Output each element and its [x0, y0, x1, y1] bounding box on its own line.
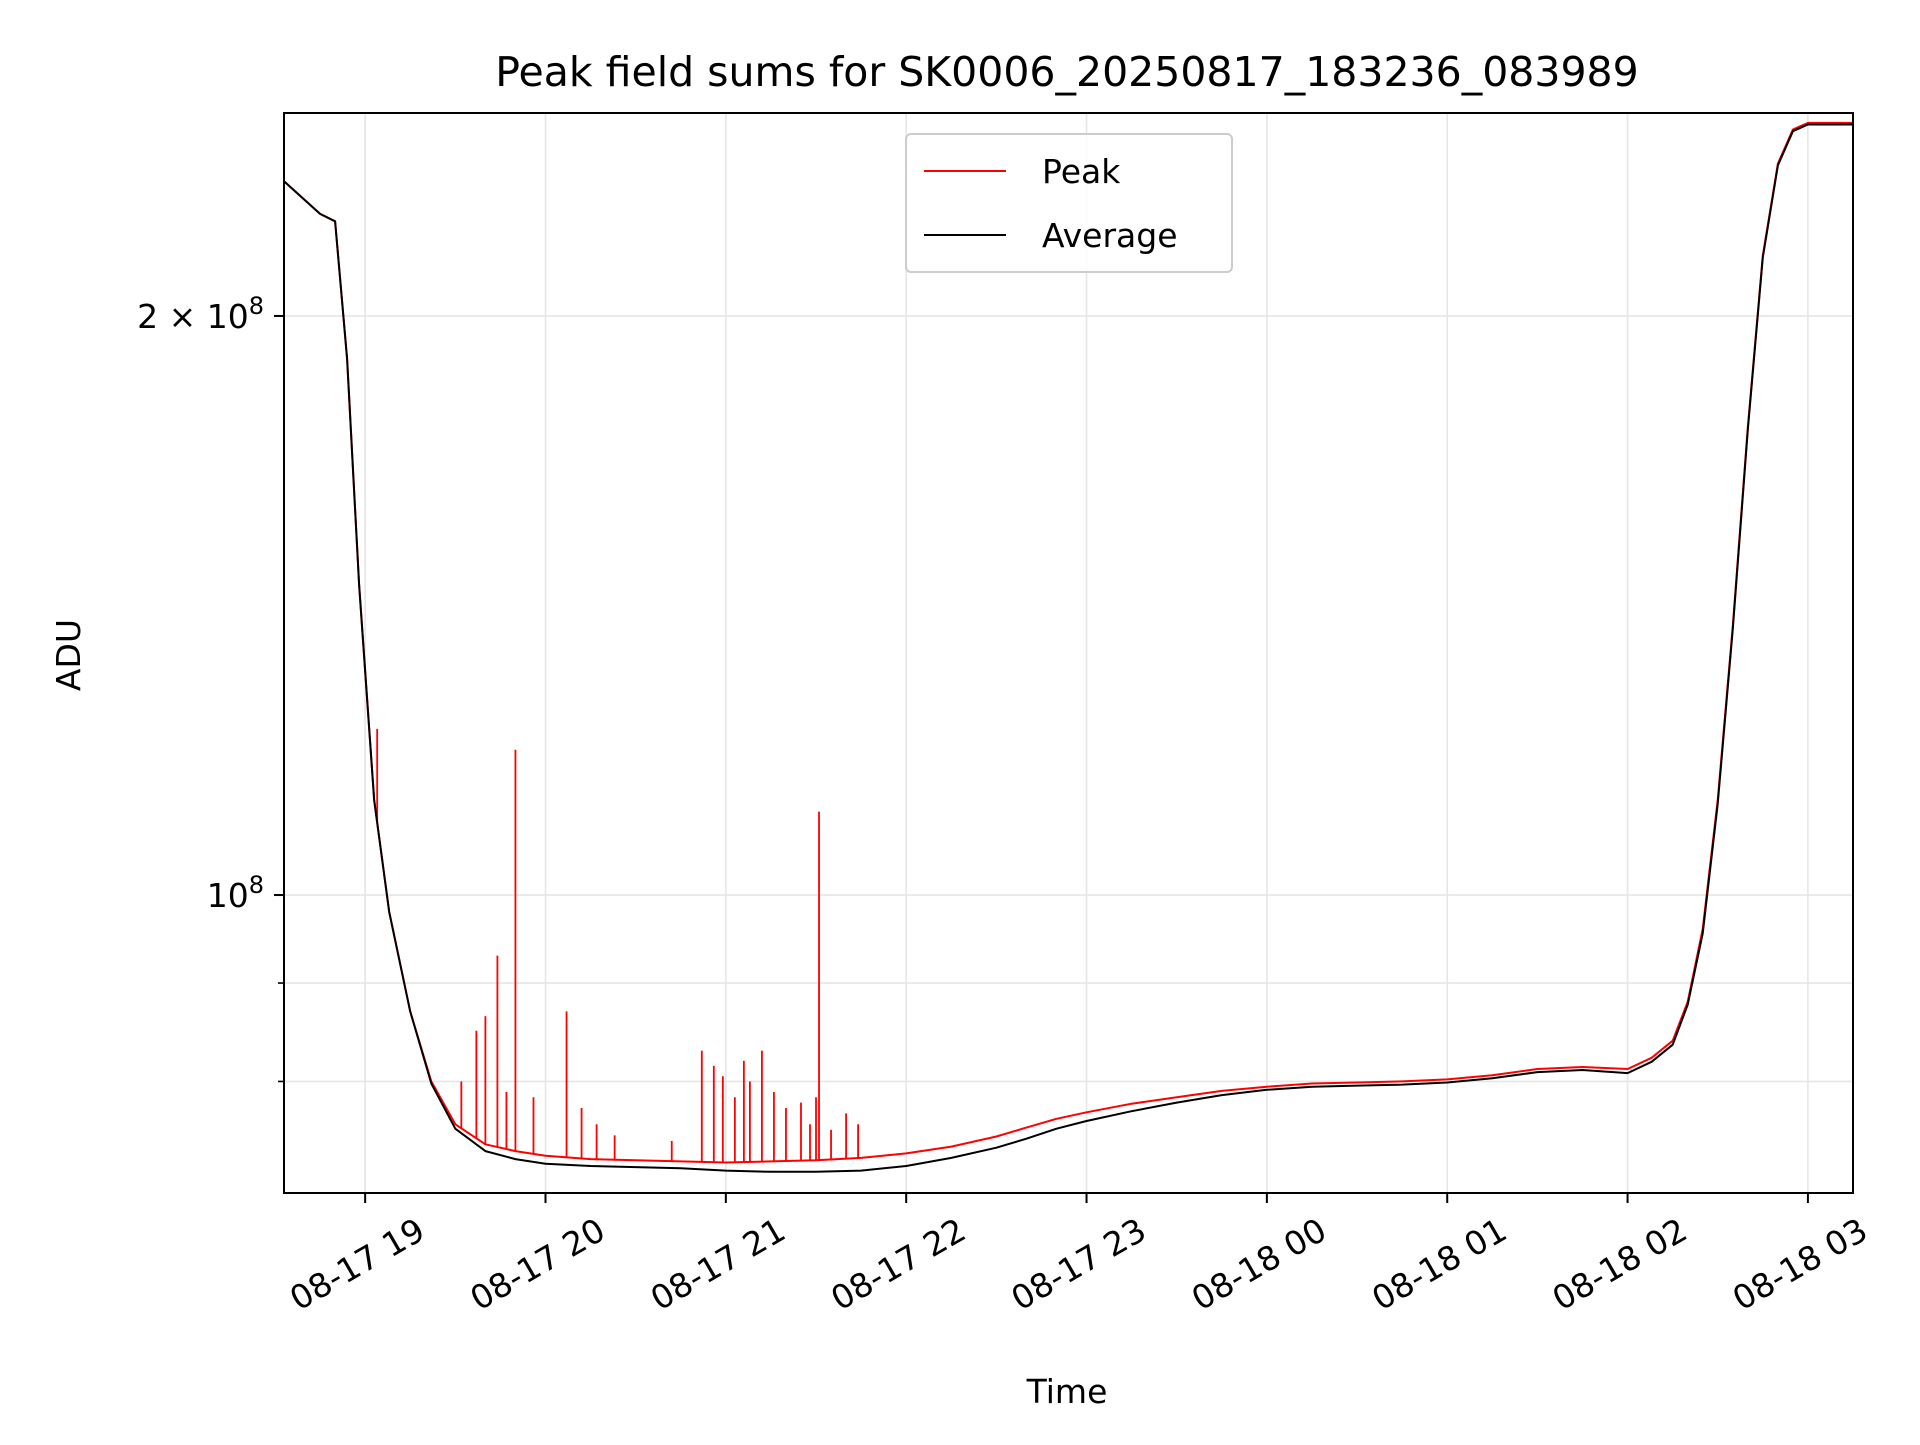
x-tick-label: 08-17 19: [283, 1210, 431, 1318]
x-axis-label: Time: [1026, 1372, 1108, 1411]
legend-label-average: Average: [1042, 216, 1178, 255]
series-line-peak: [283, 121, 1853, 1164]
x-tick-label: 08-18 02: [1546, 1210, 1694, 1318]
x-tick-label: 08-18 01: [1365, 1210, 1513, 1318]
y-tick-label: 2 × 108: [137, 292, 264, 336]
y-tick-label: 108: [207, 871, 264, 915]
legend-box: [905, 133, 1233, 273]
x-tick-label: 08-17 20: [464, 1210, 612, 1318]
chart-title: Peak field sums for SK0006_20250817_1832…: [495, 48, 1638, 96]
x-tick-label: 08-17 21: [644, 1210, 792, 1318]
x-tick-label: 08-18 03: [1726, 1210, 1874, 1318]
x-tick-label: 08-17 22: [824, 1210, 972, 1318]
plot-frame: [283, 112, 1854, 1194]
x-tick-label: 08-18 00: [1185, 1210, 1333, 1318]
legend: Peak Average: [905, 133, 1233, 273]
series-layer: [283, 121, 1853, 1173]
legend-label-peak: Peak: [1042, 152, 1121, 191]
axes-layer: 08-17 19 08-17 20 08-17 21 08-17 22 08-17 23…: [137, 112, 1874, 1318]
series-line-average: [283, 123, 1853, 1173]
grid-layer: [284, 113, 1853, 1193]
y-axis-label: ADU: [49, 619, 88, 691]
x-tick-label: 08-17 23: [1005, 1210, 1153, 1318]
